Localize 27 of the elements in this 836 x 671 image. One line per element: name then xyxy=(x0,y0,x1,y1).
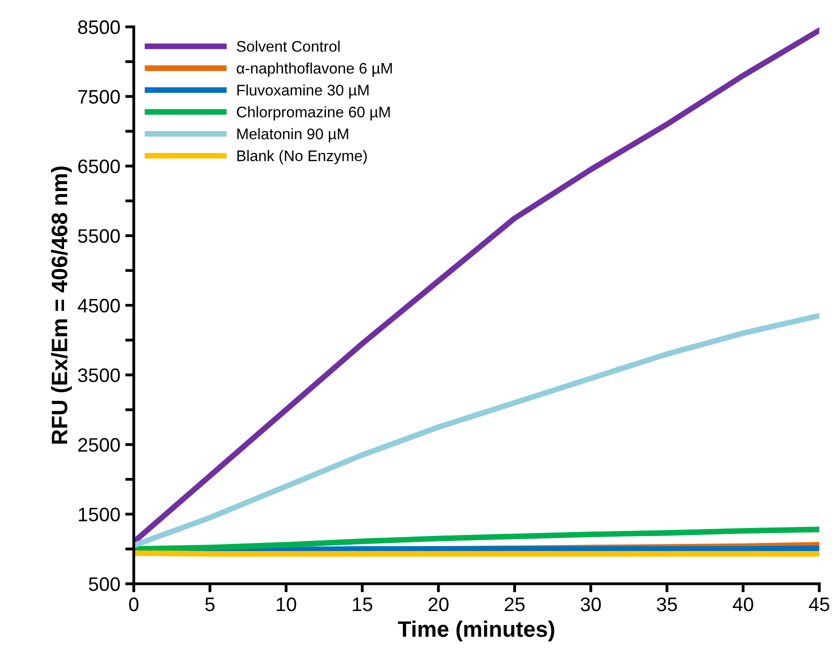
y-tick-label: 1500 xyxy=(78,508,120,522)
x-tick-label: 20 xyxy=(428,597,448,612)
y-tick-label: 6500 xyxy=(78,160,120,174)
y-tick-label: 8500 xyxy=(78,20,120,34)
legend-label: Chlorpromazine 60 µM xyxy=(236,106,390,120)
legend-label: Fluvoxamine 30 µM xyxy=(237,84,368,99)
x-tick-label: 25 xyxy=(504,597,525,612)
y-tick-label: 500 xyxy=(88,577,120,592)
y-tick-label: 4500 xyxy=(78,298,120,313)
x-tick-label: 5 xyxy=(205,598,215,612)
legend-label: Blank (No Enzyme) xyxy=(237,150,367,164)
y-tick-label: 3500 xyxy=(78,368,120,382)
y-tick-label: 5500 xyxy=(78,229,120,243)
y-axis-title: RFU (Ex/Em = 406/468 nm) xyxy=(51,166,72,444)
x-tick-label: 0 xyxy=(129,597,138,612)
x-tick-label: 30 xyxy=(580,597,601,612)
x-tick-label: 40 xyxy=(732,597,754,612)
x-tick-label: 15 xyxy=(352,598,372,612)
legend-label: α-naphthoflavone 6 µM xyxy=(236,62,392,77)
x-axis-title: Time (minutes) xyxy=(398,620,554,642)
legend-label: Melatonin 90 µM xyxy=(237,128,348,142)
legend-label: Solvent Control xyxy=(236,40,340,52)
y-tick-label: 2500 xyxy=(78,438,120,452)
y-tick-label: 7500 xyxy=(78,90,120,104)
x-tick-label: 45 xyxy=(808,598,830,612)
x-tick-label: 35 xyxy=(656,597,677,612)
x-tick-label: 10 xyxy=(276,597,296,612)
